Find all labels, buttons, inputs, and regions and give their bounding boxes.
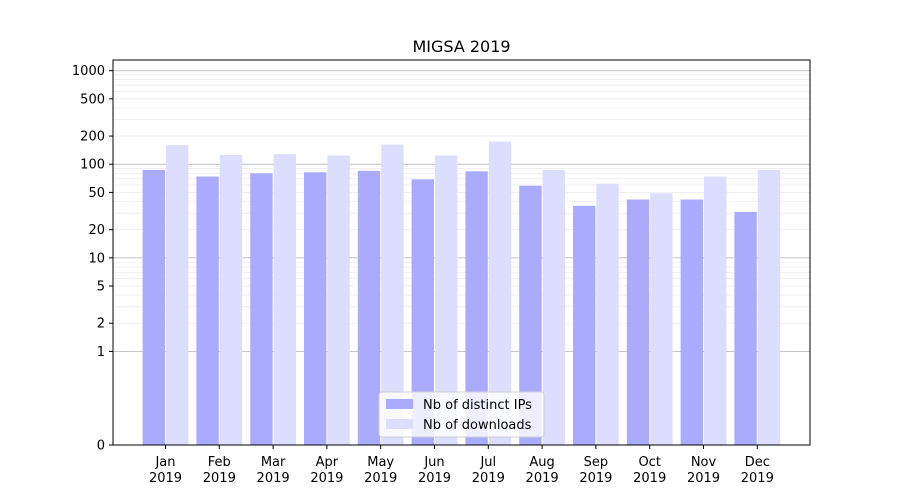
bar-distinct-ips (142, 169, 165, 445)
chart-title: MIGSA 2019 (412, 37, 510, 56)
x-tick-label: Apr 2019 (310, 455, 343, 486)
bar-distinct-ips (304, 172, 327, 446)
y-tick-label: 10 (88, 251, 105, 266)
x-tick-label: Aug 2019 (526, 455, 559, 486)
y-tick-label: 20 (88, 223, 105, 238)
bar-downloads (435, 155, 458, 445)
legend-label: Nb of distinct IPs (423, 398, 532, 413)
bar-downloads (650, 193, 673, 445)
y-tick-label: 0 (97, 439, 105, 454)
bar-downloads (542, 169, 565, 445)
x-tick-label: Feb 2019 (203, 455, 236, 486)
bar-distinct-ips (465, 171, 488, 445)
x-tick-label: Jul 2019 (472, 455, 505, 486)
bar-downloads (381, 144, 404, 445)
bar-distinct-ips (411, 179, 434, 445)
x-tick-label: May 2019 (364, 455, 397, 486)
bar-downloads (596, 183, 619, 445)
bar-distinct-ips (519, 185, 542, 446)
bar-downloads (757, 169, 781, 445)
bar-downloads (273, 154, 296, 446)
y-tick-label: 500 (80, 92, 105, 107)
legend-swatch (386, 419, 413, 429)
bar-distinct-ips (734, 211, 757, 445)
bar-distinct-ips (196, 176, 219, 446)
y-tick-label: 100 (80, 158, 105, 173)
bar-distinct-ips (573, 205, 596, 445)
x-tick-label: Oct 2019 (633, 455, 666, 486)
x-tick-label: Nov 2019 (687, 455, 720, 486)
legend-box (378, 391, 545, 438)
bar-downloads (166, 145, 189, 445)
y-tick-label: 200 (80, 130, 105, 145)
plot-frame (112, 59, 811, 446)
bar-downloads (704, 176, 727, 446)
y-tick-label: 1000 (72, 64, 105, 79)
legend-swatch (386, 399, 413, 409)
x-tick-label: Jan 2019 (149, 455, 182, 486)
x-tick-label: Mar 2019 (257, 455, 290, 486)
axes: 0 1 2 5 10 20 50 100 200 500 1000 Jan 2019 Feb 2019 Mar… (72, 59, 811, 486)
x-tick-label: Sep 2019 (579, 455, 612, 486)
x-tick-label: Dec 2019 (741, 455, 774, 486)
bar-distinct-ips (626, 199, 650, 445)
x-tick-label: Jun 2019 (418, 455, 451, 486)
bar-downloads (219, 154, 243, 445)
bar-distinct-ips (357, 170, 381, 446)
bar-distinct-ips (250, 173, 273, 445)
bar-downloads (327, 155, 350, 445)
bars (142, 141, 781, 446)
y-tick-label: 2 (97, 317, 105, 332)
y-tick-label: 50 (88, 186, 105, 201)
bar-downloads (488, 141, 512, 445)
bar-distinct-ips (680, 199, 703, 445)
y-tick-label: 1 (97, 345, 105, 360)
y-tick-label: 5 (97, 280, 105, 295)
legend-label: Nb of downloads (423, 418, 532, 433)
legend: Nb of distinct IPs Nb of downloads (378, 391, 545, 438)
